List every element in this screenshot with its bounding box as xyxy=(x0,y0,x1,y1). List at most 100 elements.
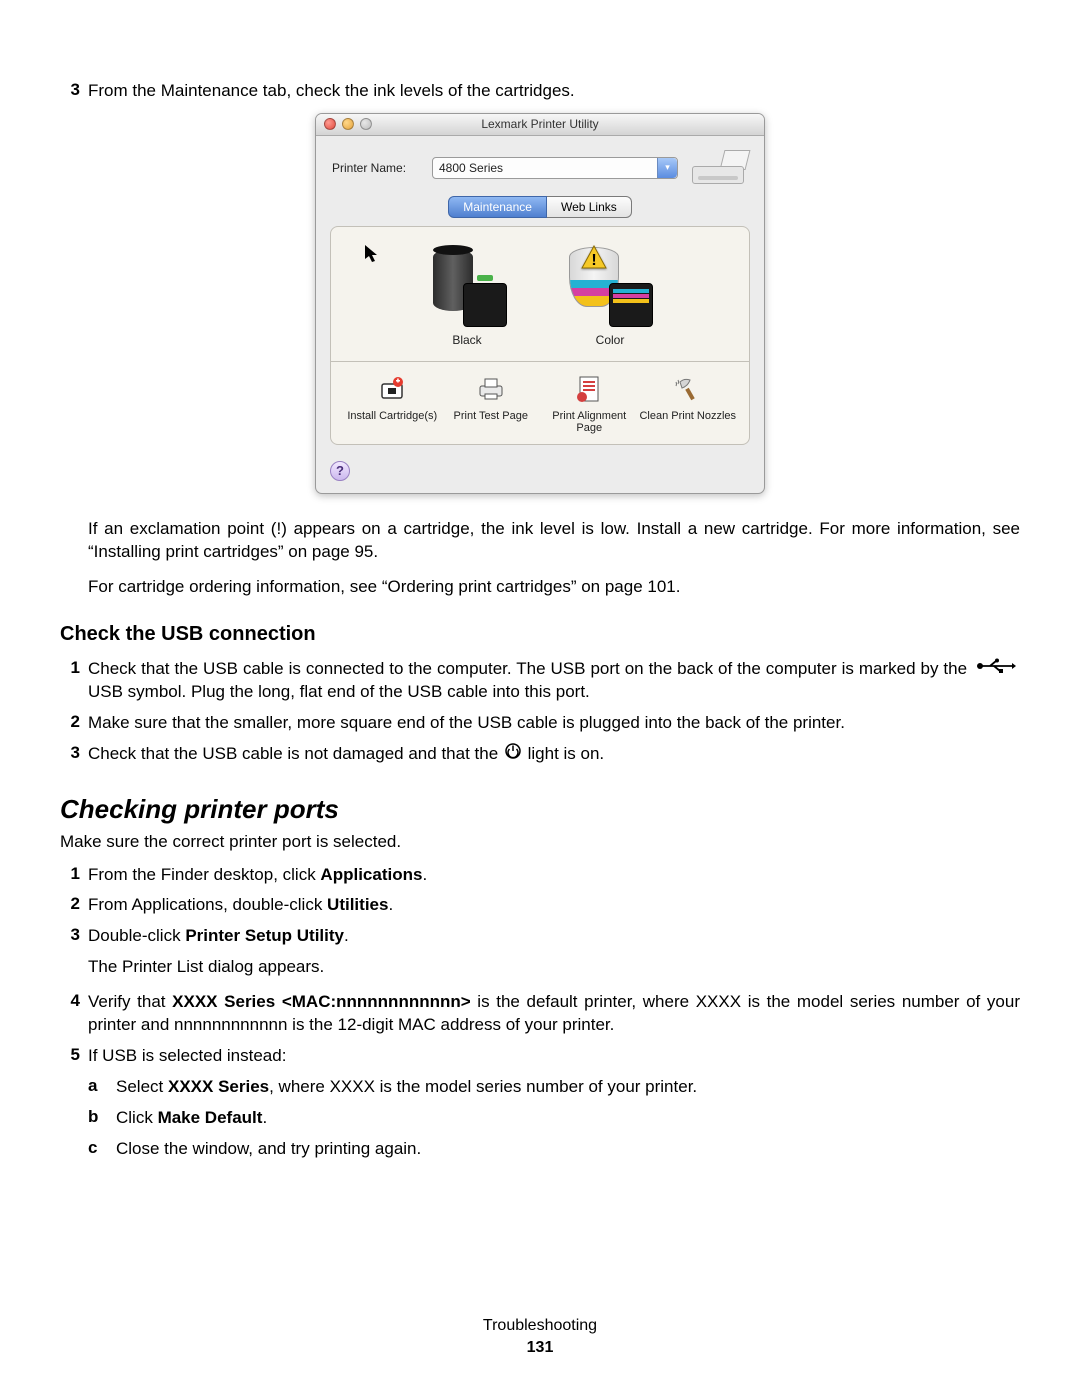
tool-label: Print Test Page xyxy=(442,410,541,422)
black-label: Black xyxy=(427,333,507,347)
sub-letter: b xyxy=(88,1107,116,1130)
footer-section-name: Troubleshooting xyxy=(0,1317,1080,1335)
printer-name-label: Printer Name: xyxy=(332,161,422,175)
ports-step-1: 1 From the Finder desktop, click Applica… xyxy=(60,864,1020,887)
clean-print-nozzles-button[interactable]: Clean Print Nozzles xyxy=(639,374,738,434)
lexmark-utility-window: Lexmark Printer Utility Printer Name: 48… xyxy=(315,113,765,494)
ordering-note: For cartridge ordering information, see … xyxy=(88,576,1020,599)
step-text: Make sure that the smaller, more square … xyxy=(88,712,1020,735)
text-part: USB symbol. Plug the long, flat end of t… xyxy=(88,682,590,701)
bold-term: XXXX Series xyxy=(168,1077,269,1096)
tool-label: Clean Print Nozzles xyxy=(639,410,738,422)
printer-icon xyxy=(688,150,748,186)
printer-name-value: 4800 Series xyxy=(439,161,503,175)
tool-label: Print Alignment Page xyxy=(540,410,639,434)
help-button[interactable]: ? xyxy=(330,461,350,481)
sub-text: Click Make Default. xyxy=(116,1107,1020,1130)
sub-text: Select XXXX Series, where XXXX is the mo… xyxy=(116,1076,1020,1099)
sub-letter: a xyxy=(88,1076,116,1099)
usb-step-2: 2 Make sure that the smaller, more squar… xyxy=(60,712,1020,735)
tab-maintenance[interactable]: Maintenance xyxy=(448,196,547,218)
maintenance-panel: Black ! Color Install Cartridge(s) xyxy=(330,226,750,445)
sub-text: Close the window, and try printing again… xyxy=(116,1138,1020,1161)
usb-symbol-icon xyxy=(976,658,1016,681)
ports-step-5a: a Select XXXX Series, where XXXX is the … xyxy=(88,1076,1020,1099)
ports-intro: Make sure the correct printer port is se… xyxy=(60,831,1020,854)
step-text: Double-click Printer Setup Utility. xyxy=(88,925,1020,948)
install-cartridge-icon xyxy=(343,374,442,404)
step-text: From the Finder desktop, click Applicati… xyxy=(88,864,1020,887)
step-text: If USB is selected instead: xyxy=(88,1045,1020,1068)
ports-step-5: 5 If USB is selected instead: xyxy=(60,1045,1020,1068)
bold-term: Utilities xyxy=(327,895,388,914)
window-titlebar: Lexmark Printer Utility xyxy=(316,114,764,136)
text-part: Check that the USB cable is not damaged … xyxy=(88,744,503,763)
text-part: . xyxy=(262,1108,267,1127)
checking-printer-ports-heading: Checking printer ports xyxy=(60,794,1020,825)
sub-letter: c xyxy=(88,1138,116,1161)
ports-step-3: 3 Double-click Printer Setup Utility. xyxy=(60,925,1020,948)
power-symbol-icon xyxy=(505,743,521,766)
printer-name-dropdown[interactable]: 4800 Series ▾ xyxy=(432,157,678,179)
bold-term: XXXX Series <MAC:nnnnnnnnnnnn> xyxy=(172,992,471,1011)
dropdown-arrow-icon: ▾ xyxy=(657,158,677,178)
step-number: 2 xyxy=(60,894,88,917)
step-number: 4 xyxy=(60,991,88,1037)
step-text: From Applications, double-click Utilitie… xyxy=(88,894,1020,917)
text-part: , where XXXX is the model series number … xyxy=(269,1077,697,1096)
text-part: . xyxy=(388,895,393,914)
usb-step-1: 1 Check that the USB cable is connected … xyxy=(60,658,1020,704)
text-part: . xyxy=(344,926,349,945)
warning-icon: ! xyxy=(581,245,607,272)
text-part: . xyxy=(422,865,427,884)
text-part: Click xyxy=(116,1108,158,1127)
text-part: Double-click xyxy=(88,926,185,945)
footer-page-number: 131 xyxy=(0,1339,1080,1357)
text-part: From Applications, double-click xyxy=(88,895,327,914)
tool-label: Install Cartridge(s) xyxy=(343,410,442,422)
text-part: Verify that xyxy=(88,992,172,1011)
printer-name-row: Printer Name: 4800 Series ▾ xyxy=(316,136,764,196)
install-cartridges-button[interactable]: Install Cartridge(s) xyxy=(343,374,442,434)
step-3-maintenance: 3 From the Maintenance tab, check the in… xyxy=(60,80,1020,103)
window-title: Lexmark Printer Utility xyxy=(316,117,764,131)
color-label: Color xyxy=(567,333,653,347)
exclamation-note: If an exclamation point (!) appears on a… xyxy=(88,518,1020,564)
svg-text:!: ! xyxy=(591,252,596,269)
text-part: From the Finder desktop, click xyxy=(88,865,320,884)
ports-step-2: 2 From Applications, double-click Utilit… xyxy=(60,894,1020,917)
step-number: 5 xyxy=(60,1045,88,1068)
ports-step-5c: c Close the window, and try printing aga… xyxy=(88,1138,1020,1161)
color-cartridge: ! Color xyxy=(567,247,653,347)
step-text: Check that the USB cable is connected to… xyxy=(88,658,1020,704)
ports-step-4: 4 Verify that XXXX Series <MAC:nnnnnnnnn… xyxy=(60,991,1020,1037)
printer-list-note: The Printer List dialog appears. xyxy=(88,956,1020,979)
page-footer: Troubleshooting 131 xyxy=(0,1317,1080,1357)
tab-web-links[interactable]: Web Links xyxy=(547,196,632,218)
maintenance-toolbar: Install Cartridge(s) Print Test Page Pri… xyxy=(343,372,737,434)
print-alignment-page-button[interactable]: Print Alignment Page xyxy=(540,374,639,434)
ports-step-5b: b Click Make Default. xyxy=(88,1107,1020,1130)
bold-term: Printer Setup Utility xyxy=(185,926,344,945)
print-test-page-button[interactable]: Print Test Page xyxy=(442,374,541,434)
segmented-tabs: Maintenance Web Links xyxy=(316,196,764,218)
step-number: 3 xyxy=(60,743,88,766)
usb-step-3: 3 Check that the USB cable is not damage… xyxy=(60,743,1020,766)
step-text: Check that the USB cable is not damaged … xyxy=(88,743,1020,766)
bold-term: Make Default xyxy=(158,1108,263,1127)
step-number: 1 xyxy=(60,864,88,887)
text-part: light is on. xyxy=(528,744,605,763)
text-part: Select xyxy=(116,1077,168,1096)
step-text: Verify that XXXX Series <MAC:nnnnnnnnnnn… xyxy=(88,991,1020,1037)
clean-nozzles-icon xyxy=(639,374,738,404)
step-number: 2 xyxy=(60,712,88,735)
step-text: From the Maintenance tab, check the ink … xyxy=(88,80,1020,103)
alignment-page-icon xyxy=(540,374,639,404)
step-number: 3 xyxy=(60,925,88,948)
step-number: 1 xyxy=(60,658,88,704)
step-number: 3 xyxy=(60,80,88,103)
bold-term: Applications xyxy=(320,865,422,884)
usb-connection-heading: Check the USB connection xyxy=(60,623,1020,646)
printer-small-icon xyxy=(442,374,541,404)
text-part: Check that the USB cable is connected to… xyxy=(88,659,972,678)
